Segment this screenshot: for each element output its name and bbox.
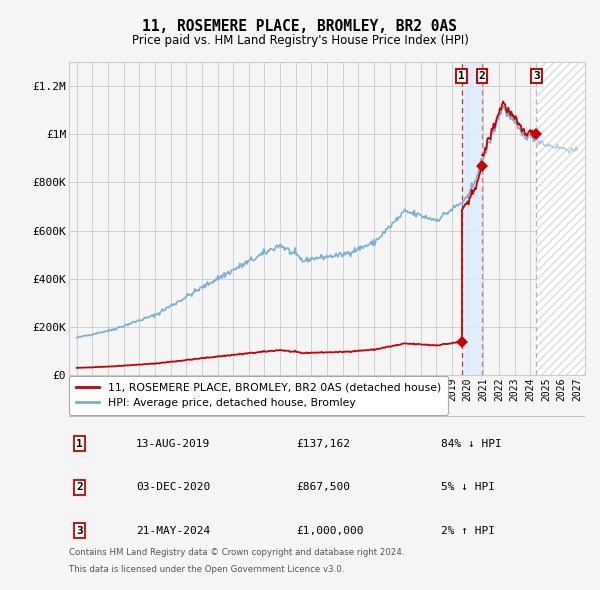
Text: 3: 3 (76, 526, 83, 536)
Text: 1: 1 (76, 439, 83, 449)
Text: 13-AUG-2019: 13-AUG-2019 (136, 439, 211, 449)
Text: 2% ↑ HPI: 2% ↑ HPI (440, 526, 494, 536)
Text: 2: 2 (479, 71, 485, 81)
Text: £137,162: £137,162 (296, 439, 350, 449)
Text: £867,500: £867,500 (296, 482, 350, 492)
Text: 11, ROSEMERE PLACE, BROMLEY, BR2 0AS: 11, ROSEMERE PLACE, BROMLEY, BR2 0AS (143, 19, 458, 34)
Text: 3: 3 (533, 71, 540, 81)
Legend: 11, ROSEMERE PLACE, BROMLEY, BR2 0AS (detached house), HPI: Average price, detac: 11, ROSEMERE PLACE, BROMLEY, BR2 0AS (de… (69, 376, 448, 415)
Text: Contains HM Land Registry data © Crown copyright and database right 2024.: Contains HM Land Registry data © Crown c… (69, 548, 404, 556)
Text: 2: 2 (76, 482, 83, 492)
Text: 1: 1 (458, 71, 465, 81)
Text: 84% ↓ HPI: 84% ↓ HPI (440, 439, 501, 449)
Bar (536, 62, 585, 375)
Text: 21-MAY-2024: 21-MAY-2024 (136, 526, 211, 536)
Text: £1,000,000: £1,000,000 (296, 526, 364, 536)
Text: Price paid vs. HM Land Registry's House Price Index (HPI): Price paid vs. HM Land Registry's House … (131, 34, 469, 47)
Text: 5% ↓ HPI: 5% ↓ HPI (440, 482, 494, 492)
Bar (462, 62, 482, 375)
Bar (536, 62, 585, 375)
Text: This data is licensed under the Open Government Licence v3.0.: This data is licensed under the Open Gov… (69, 565, 344, 574)
Text: 03-DEC-2020: 03-DEC-2020 (136, 482, 211, 492)
